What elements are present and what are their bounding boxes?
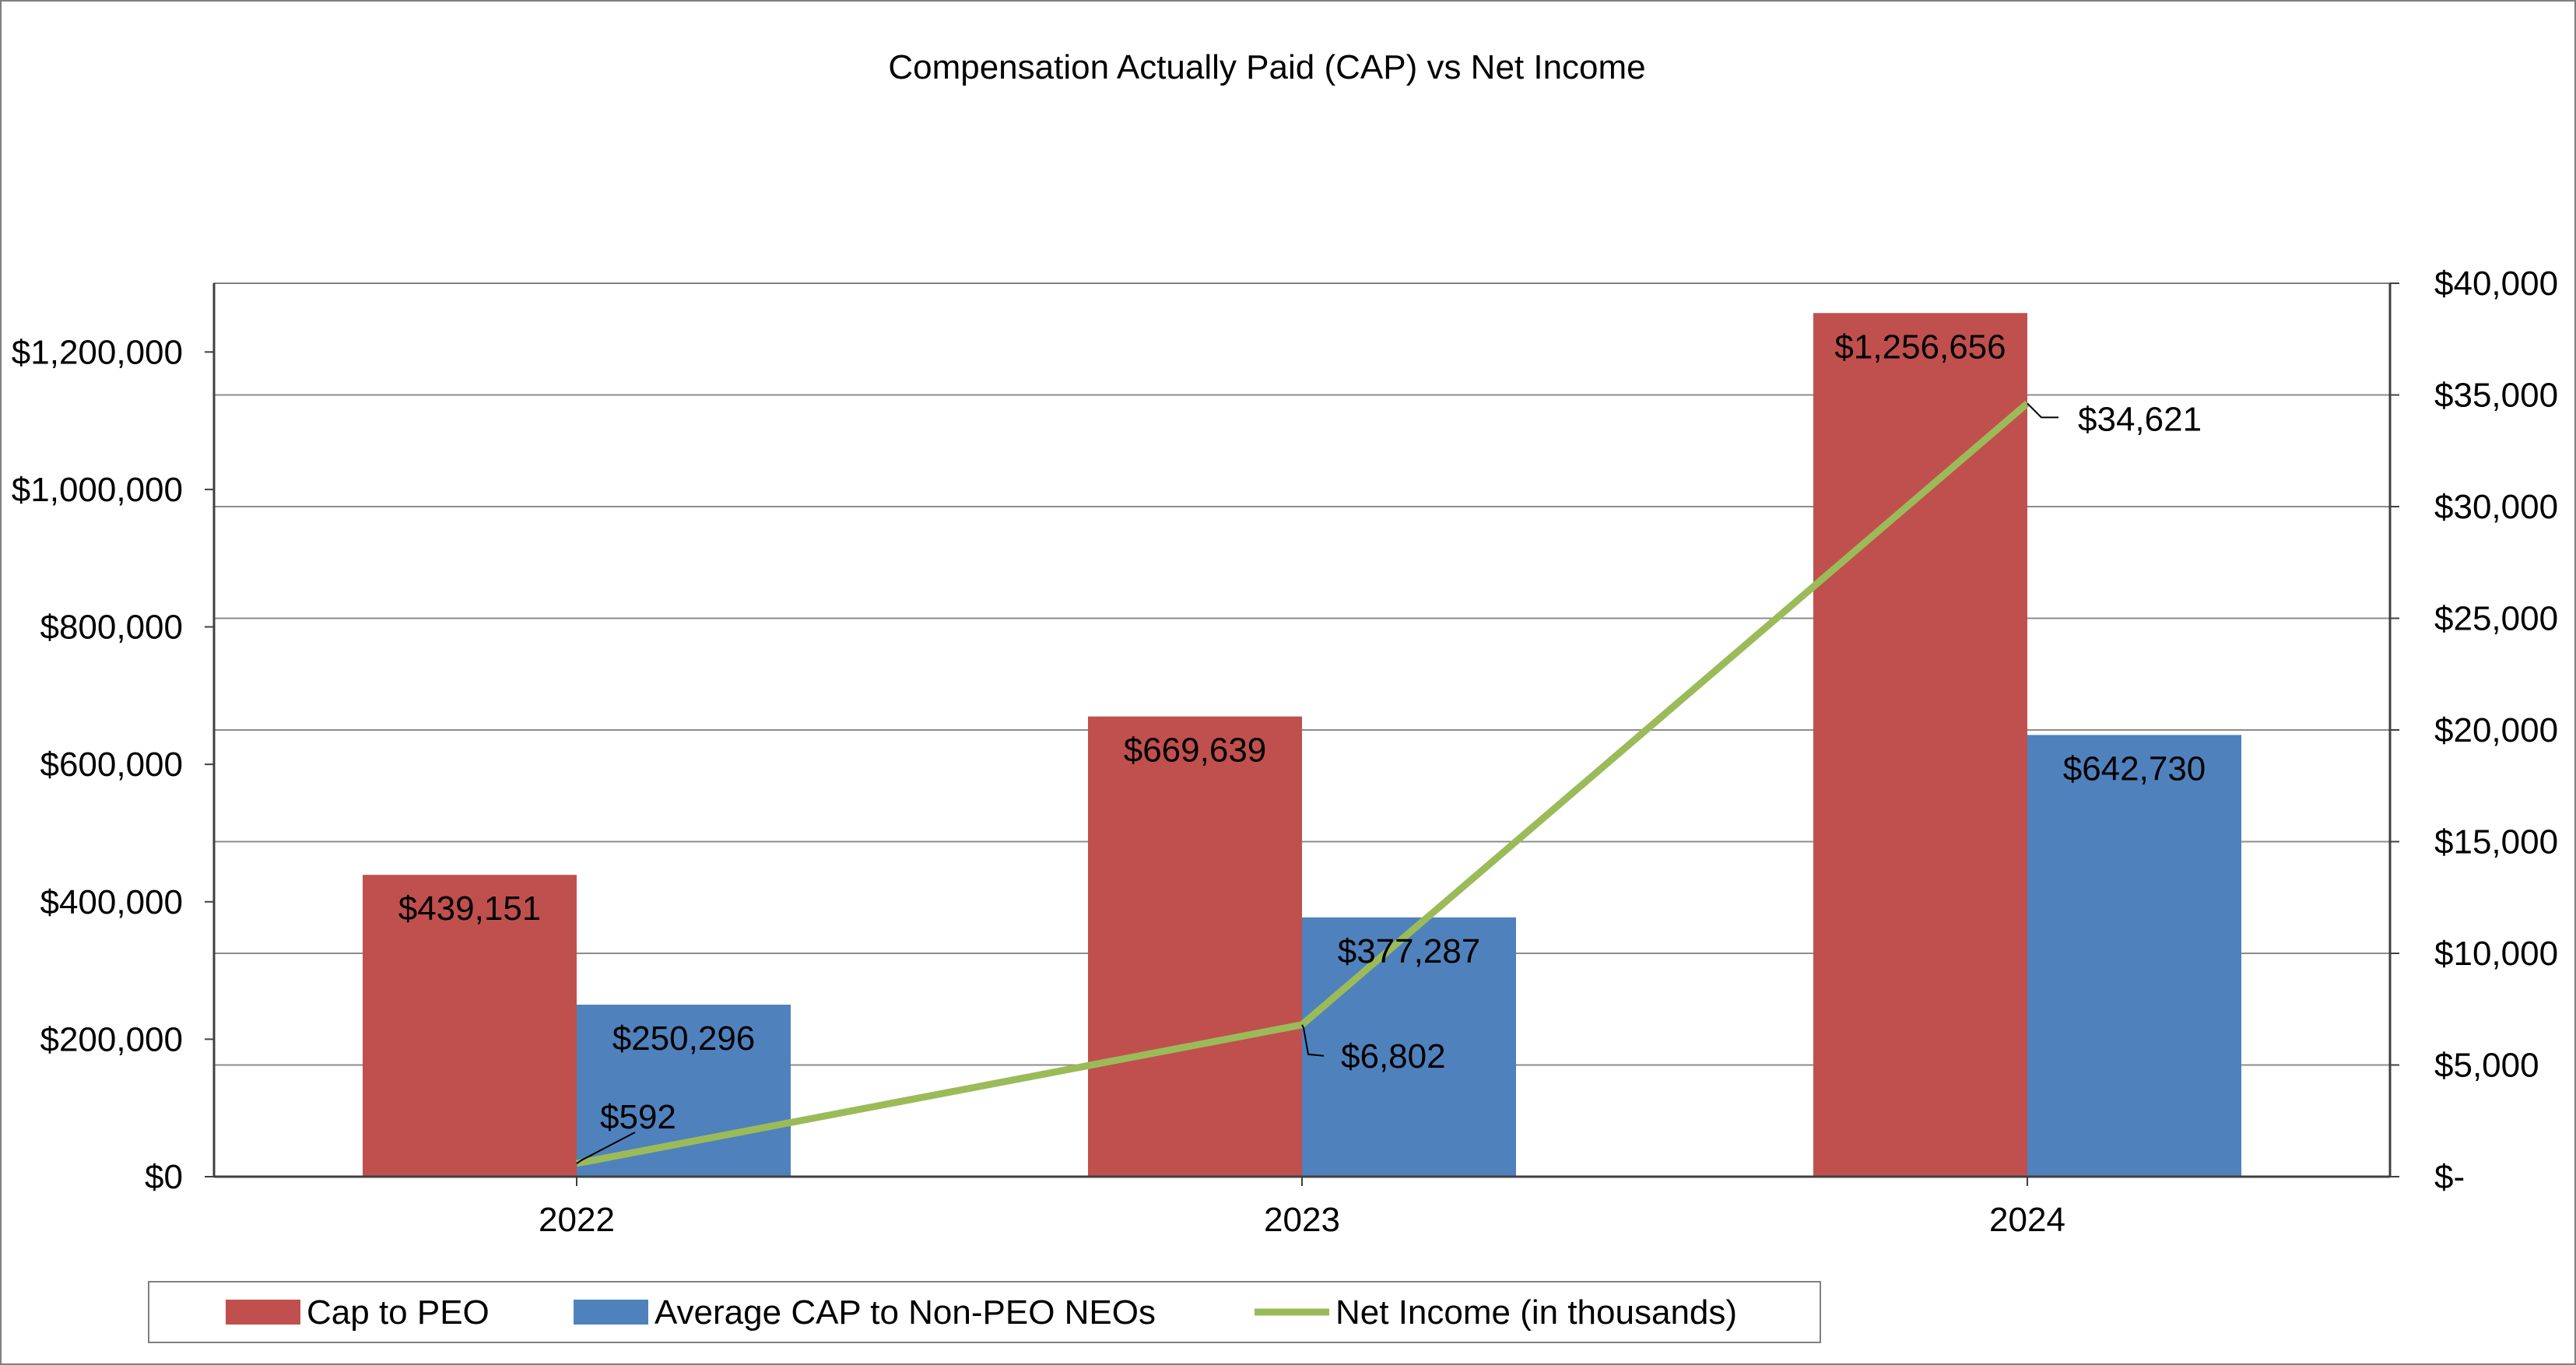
bar-average-cap-to-non-peo-neos-2024: [2027, 735, 2241, 1177]
y-left-tick-label: $0: [145, 1158, 183, 1196]
legend-swatch-cap-to-peo: [226, 1300, 300, 1325]
bar-average-cap-to-non-peo-neos-2022: [577, 1004, 791, 1177]
bar-average-cap-to-non-peo-neos-2023: [1302, 917, 1516, 1177]
axes: $0 $200,000 $400,000 $600,000 $800,000 $1,000…: [12, 265, 2558, 1239]
legend-label-cap-to-peo: Cap to PEO: [307, 1293, 490, 1332]
data-label-cap-to-peo-2022: $439,151: [398, 890, 542, 928]
bar-cap-to-peo-2023: [1088, 716, 1302, 1177]
y-right-tick-label: $40,000: [2434, 265, 2558, 303]
legend-label-average-cap-to-non-peo-neos: Average CAP to Non-PEO NEOs: [655, 1293, 1156, 1332]
data-label-cap-to-peo-2023: $669,639: [1124, 732, 1267, 770]
y-left-tick-label: $1,000,000: [12, 471, 183, 509]
x-tick-label-2022: 2022: [539, 1201, 615, 1239]
x-tick-label-2024: 2024: [1989, 1201, 2065, 1239]
leader-line: [576, 1132, 636, 1164]
data-label-net-income-in-thousands-2024: $34,621: [2078, 400, 2202, 438]
x-tick-label-2023: 2023: [1264, 1201, 1340, 1239]
bar-cap-to-peo-2024: [1813, 313, 2027, 1177]
data-label-net-income-in-thousands-2022: $592: [600, 1098, 676, 1136]
data-label-net-income-in-thousands-2023: $6,802: [1341, 1037, 1446, 1076]
y-left-tick-label: $1,200,000: [12, 333, 183, 371]
y-right-tick-label: $35,000: [2434, 377, 2558, 415]
y-right-tick-label: $25,000: [2434, 600, 2558, 638]
data-label-average-cap-to-non-peo-neos-2024: $642,730: [2063, 749, 2206, 788]
y-left-tick-label: $800,000: [40, 609, 183, 647]
bar-cap-to-peo-2022: [363, 875, 577, 1177]
y-left-tick-label: $200,000: [40, 1020, 183, 1058]
y-right-tick-label: $5,000: [2434, 1047, 2539, 1085]
y-right-tick-label: $20,000: [2434, 711, 2558, 749]
data-label-cap-to-peo-2024: $1,256,656: [1834, 328, 2006, 366]
legend-label-net-income-in-thousands: Net Income (in thousands): [1335, 1293, 1737, 1332]
y-left-tick-label: $400,000: [40, 883, 183, 921]
leader-line: [1301, 1024, 1325, 1057]
data-label-average-cap-to-non-peo-neos-2023: $377,287: [1338, 932, 1481, 970]
bars: [363, 313, 2241, 1177]
leader-line: [2027, 402, 2058, 419]
y-left-tick-label: $600,000: [40, 746, 183, 784]
y-right-tick-label: $-: [2434, 1158, 2465, 1196]
y-right-tick-label: $15,000: [2434, 823, 2558, 861]
data-labels: $439,151 $250,296 $669,639 $377,287 $1,256,6…: [398, 328, 2206, 1164]
legend: Cap to PEO Average CAP to Non-PEO NEOs Net…: [148, 1281, 1821, 1343]
legend-swatch-average-cap-to-non-peo-neos: [574, 1300, 648, 1325]
data-label-average-cap-to-non-peo-neos-2022: $250,296: [612, 1019, 756, 1058]
y-right-tick-label: $30,000: [2434, 488, 2558, 526]
chart-title: Compensation Actually Paid (CAP) vs Net …: [888, 48, 1645, 86]
legend-box: [148, 1281, 1821, 1343]
y-right-tick-label: $10,000: [2434, 935, 2558, 973]
